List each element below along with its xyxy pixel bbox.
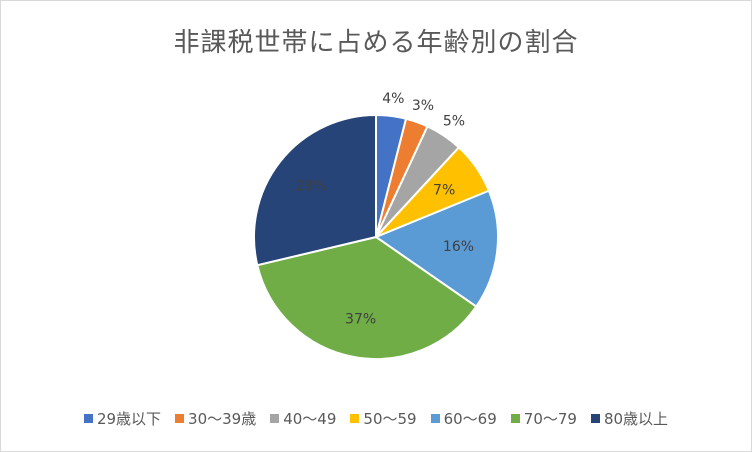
legend-label: 50～59 [363,410,417,428]
legend-item: 30～39歳 [175,408,256,429]
data-label: 4% [382,91,404,107]
legend-swatch [270,414,280,423]
legend-label: 29歳以下 [96,410,162,428]
data-label: 16% [443,239,474,255]
legend-item: 50～59 [350,408,417,429]
legend-swatch [175,414,185,423]
data-label: 29% [295,179,326,195]
legend-swatch [430,414,440,423]
pie-slice [253,113,377,267]
legend-item: 70～79 [510,408,577,429]
legend-swatch [83,414,93,423]
pie-slice [373,189,499,308]
data-label: 5% [443,114,465,130]
legend-label: 80歳以上 [603,410,669,428]
legend-swatch [510,414,520,423]
legend-swatch [590,414,600,423]
legend: 29歳以下 30～39歳 40～49 50～59 60～69 70～79 80歳以上 [0,408,752,429]
legend-label: 60～69 [443,410,497,428]
legend-item: 60～69 [430,408,497,429]
data-label: 3% [412,98,434,114]
legend-label: 40～49 [283,410,337,428]
chart-title: 非課税世帯に占める年齢別の割合 [173,28,579,58]
legend-label: 30～39歳 [188,410,257,428]
legend-item: 80歳以上 [590,408,669,429]
legend-label: 70～79 [523,410,577,428]
data-label: 37% [345,312,376,328]
legend-swatch [350,414,360,423]
data-label: 7% [433,183,455,199]
pie-slice [256,235,478,360]
legend-item: 29歳以下 [83,408,162,429]
legend-item: 40～49 [270,408,336,429]
